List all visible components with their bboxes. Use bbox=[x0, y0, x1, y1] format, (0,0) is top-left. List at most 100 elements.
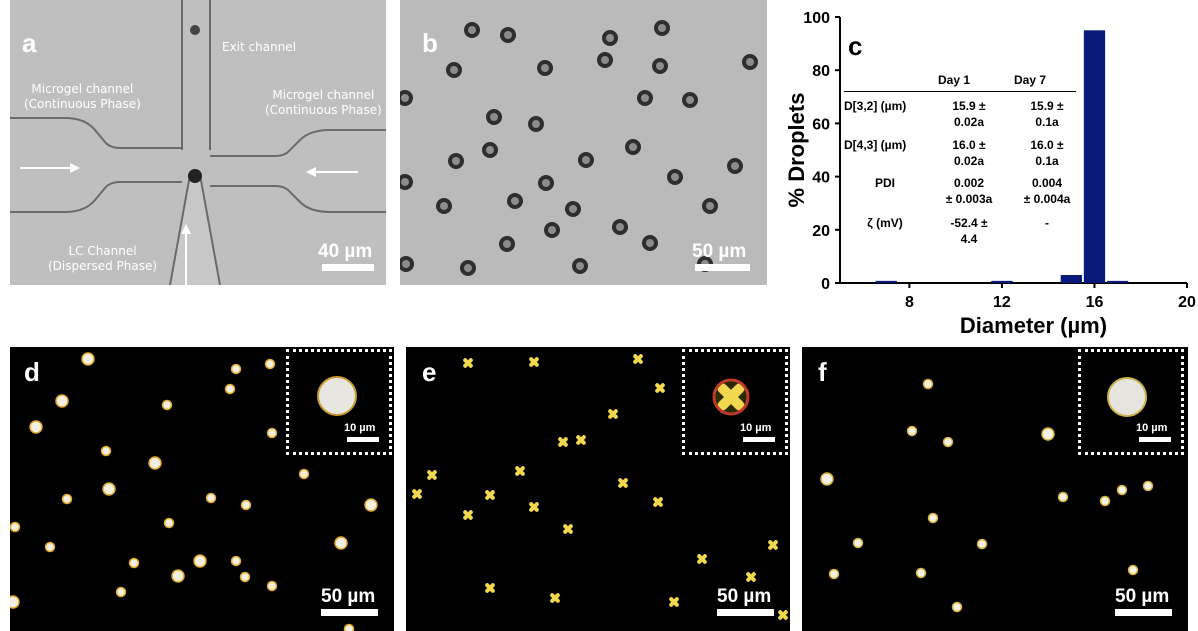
droplet-center bbox=[464, 264, 472, 272]
histogram-bar bbox=[991, 280, 1013, 283]
cross-droplet bbox=[412, 489, 422, 499]
droplet-center bbox=[401, 94, 409, 102]
cross-droplet bbox=[778, 610, 788, 620]
inset-scale-bar bbox=[743, 437, 775, 442]
scale-bar-label: 40 µm bbox=[318, 241, 373, 262]
droplet bbox=[820, 472, 834, 486]
table-cell-day1: 16.0 ± 0.02a bbox=[952, 138, 986, 168]
cross-droplet bbox=[608, 409, 618, 419]
scale-bar-label: 50 µm bbox=[692, 241, 747, 262]
cross-droplet bbox=[669, 597, 679, 607]
lc-channel-caption: LC Channel (Dispersed Phase) bbox=[48, 244, 158, 273]
y-tick-label: 100 bbox=[803, 10, 830, 27]
x-tick-label: 16 bbox=[1086, 294, 1104, 311]
panel-b-droplet-image: b 50 µm bbox=[400, 0, 767, 285]
inset-droplet bbox=[317, 376, 357, 416]
droplet bbox=[1127, 564, 1139, 576]
x-axis-label: Diameter (µm) bbox=[960, 313, 1107, 338]
cross-droplet bbox=[563, 524, 573, 534]
table-row-label: ζ (mV) bbox=[867, 216, 903, 230]
cross-droplet bbox=[697, 554, 707, 564]
cross-droplet bbox=[463, 510, 473, 520]
table-cell-day7: 0.004 ± 0.004a bbox=[1023, 176, 1071, 206]
scale-bar bbox=[321, 609, 378, 616]
droplet bbox=[906, 425, 918, 437]
droplet-center bbox=[440, 202, 448, 210]
droplet bbox=[334, 536, 348, 550]
panel-e-polarized-image: e 10 µm 50 µm bbox=[406, 347, 790, 631]
droplet bbox=[922, 378, 934, 390]
droplet-center bbox=[532, 120, 540, 128]
scale-bar-label: 50 µm bbox=[321, 586, 376, 607]
table-cell-day1: -52.4 ± 4.4 bbox=[950, 216, 988, 246]
droplet-center bbox=[731, 162, 739, 170]
table-row-label: PDI bbox=[874, 176, 895, 190]
droplet-center bbox=[548, 226, 556, 234]
table-cell-day7: 15.9 ± 0.1a bbox=[1030, 99, 1064, 129]
x-tick-label: 12 bbox=[993, 294, 1011, 311]
table-row-label: D[4,3] (µm) bbox=[844, 138, 907, 152]
droplet bbox=[1041, 427, 1055, 441]
droplet-center bbox=[646, 239, 654, 247]
y-tick-label: 0 bbox=[821, 276, 830, 293]
droplet bbox=[29, 420, 43, 434]
cross-droplet bbox=[485, 490, 495, 500]
inset-cross-droplet bbox=[712, 378, 750, 416]
table-header-day1: Day 1 bbox=[938, 73, 971, 87]
droplet bbox=[171, 569, 185, 583]
polarized-droplets-day7 bbox=[820, 378, 1154, 613]
panel-f-polarized-image: f 10 µm 50 µm bbox=[802, 347, 1188, 631]
cross-droplet bbox=[515, 466, 525, 476]
droplet bbox=[828, 568, 840, 580]
droplet bbox=[161, 399, 173, 411]
y-axis-label: % Droplets bbox=[784, 93, 809, 208]
exit-channel-caption: Exit channel bbox=[222, 40, 297, 54]
panel-label: f bbox=[818, 357, 827, 387]
droplet bbox=[976, 538, 988, 550]
droplet bbox=[128, 557, 140, 569]
table-rule bbox=[844, 91, 1076, 92]
microgel-channel-right-caption: Microgel channel (Continuous Phase) bbox=[265, 88, 382, 117]
histogram-bar bbox=[1106, 280, 1129, 283]
droplet bbox=[193, 554, 207, 568]
inset-zoom: 10 µm bbox=[1078, 349, 1184, 455]
droplet bbox=[100, 445, 112, 457]
droplet bbox=[102, 482, 116, 496]
droplet-center bbox=[401, 178, 409, 186]
table-row-label: D[3,2] (µm) bbox=[844, 99, 907, 113]
droplet bbox=[266, 427, 278, 439]
panel-a-microfluidic-image: a Exit channel Microgel channel (Continu… bbox=[10, 0, 386, 285]
inset-zoom: 10 µm bbox=[682, 349, 788, 455]
droplet bbox=[148, 456, 162, 470]
droplet bbox=[298, 468, 310, 480]
droplet-center bbox=[641, 94, 649, 102]
droplet bbox=[44, 541, 56, 553]
inset-scale-bar-label: 10 µm bbox=[344, 422, 376, 434]
droplet bbox=[942, 436, 954, 448]
droplet bbox=[1057, 491, 1069, 503]
brightfield-droplets bbox=[400, 0, 767, 285]
droplet bbox=[61, 493, 73, 505]
x-tick-label: 8 bbox=[905, 294, 914, 311]
droplet-center bbox=[504, 31, 512, 39]
droplet bbox=[224, 383, 236, 395]
droplet bbox=[364, 498, 378, 512]
droplet bbox=[163, 517, 175, 529]
droplet bbox=[10, 521, 21, 533]
table-cell-day1: 15.9 ± 0.02a bbox=[952, 99, 986, 129]
droplet-center bbox=[542, 179, 550, 187]
inset-scale-bar-label: 10 µm bbox=[740, 422, 772, 434]
droplet-size-histogram: 0 20 40 60 80 100 8 12 16 20 Diameter (µm) % Drople… bbox=[784, 10, 1196, 338]
cross-droplet bbox=[768, 540, 778, 550]
droplet bbox=[1116, 484, 1128, 496]
scale-bar bbox=[717, 609, 774, 616]
droplet bbox=[1142, 480, 1154, 492]
droplet bbox=[10, 595, 20, 609]
droplet-center bbox=[629, 143, 637, 151]
panel-d-polarized-image: d 10 µm 50 µm bbox=[10, 347, 394, 631]
polarized-droplets bbox=[10, 352, 378, 631]
scale-bar-label: 50 µm bbox=[717, 586, 772, 607]
cross-droplet bbox=[529, 357, 539, 367]
droplet bbox=[915, 567, 927, 579]
droplet-center bbox=[582, 156, 590, 164]
